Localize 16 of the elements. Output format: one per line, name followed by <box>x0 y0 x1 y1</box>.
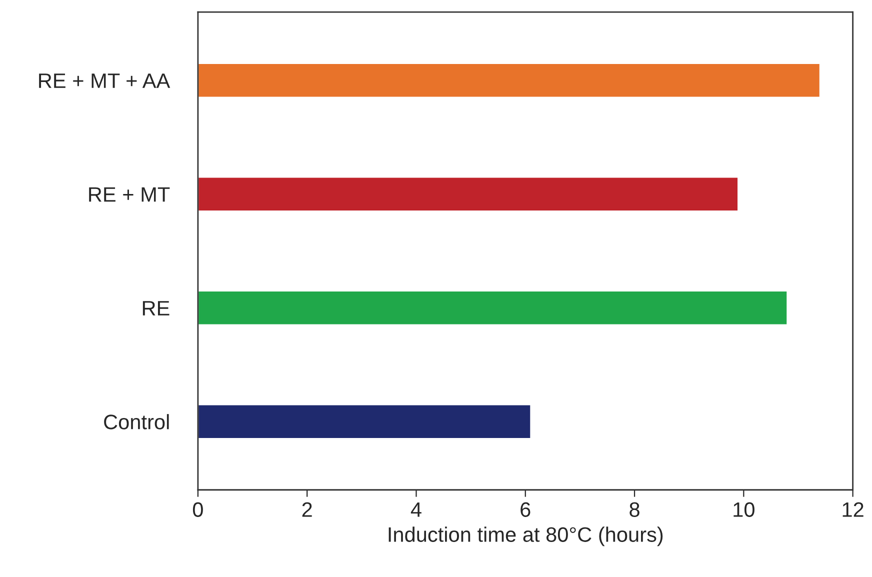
y-tick-label: RE + MT <box>89 187 170 202</box>
x-tick-label: 8 <box>630 502 640 517</box>
bar <box>198 404 532 440</box>
x-tick-label: 10 <box>734 502 754 517</box>
x-tick-label: 6 <box>520 502 530 517</box>
x-tick-label: 12 <box>842 502 864 517</box>
x-tick-label: 0 <box>192 502 203 517</box>
x-axis-title: Induction time at 80°C (hours) <box>388 526 663 546</box>
y-tick-label: Control <box>104 414 169 430</box>
y-tick-label: RE <box>142 301 170 316</box>
x-tick-label: 2 <box>302 502 312 517</box>
x-tick-label: 4 <box>410 502 422 517</box>
y-tick-label: RE + MT + AA <box>39 74 170 88</box>
bar <box>198 290 788 326</box>
bar <box>198 176 739 212</box>
bar <box>198 62 821 98</box>
